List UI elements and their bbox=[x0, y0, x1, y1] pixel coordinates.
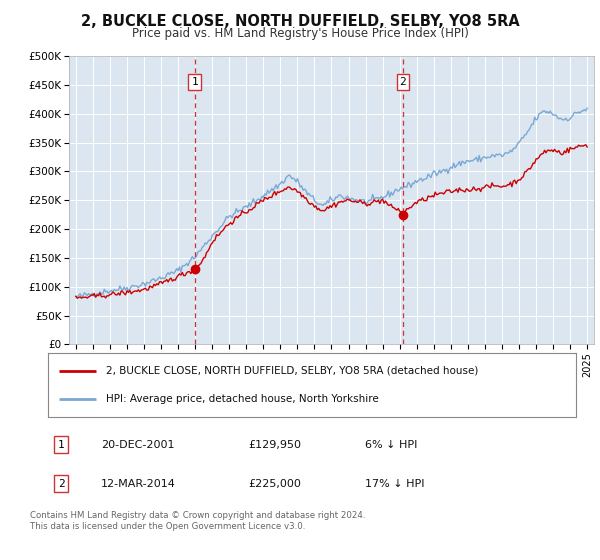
Text: 1: 1 bbox=[191, 77, 198, 87]
Text: £225,000: £225,000 bbox=[248, 479, 302, 488]
Text: Price paid vs. HM Land Registry's House Price Index (HPI): Price paid vs. HM Land Registry's House … bbox=[131, 27, 469, 40]
Text: This data is licensed under the Open Government Licence v3.0.: This data is licensed under the Open Gov… bbox=[30, 522, 305, 531]
Text: 12-MAR-2014: 12-MAR-2014 bbox=[101, 479, 176, 488]
Text: 17% ↓ HPI: 17% ↓ HPI bbox=[365, 479, 424, 488]
Text: HPI: Average price, detached house, North Yorkshire: HPI: Average price, detached house, Nort… bbox=[106, 394, 379, 404]
Text: 6% ↓ HPI: 6% ↓ HPI bbox=[365, 440, 417, 450]
Text: 2, BUCKLE CLOSE, NORTH DUFFIELD, SELBY, YO8 5RA: 2, BUCKLE CLOSE, NORTH DUFFIELD, SELBY, … bbox=[80, 14, 520, 29]
Text: 2, BUCKLE CLOSE, NORTH DUFFIELD, SELBY, YO8 5RA (detached house): 2, BUCKLE CLOSE, NORTH DUFFIELD, SELBY, … bbox=[106, 366, 478, 376]
Text: 2: 2 bbox=[58, 479, 65, 488]
Text: £129,950: £129,950 bbox=[248, 440, 302, 450]
Text: Contains HM Land Registry data © Crown copyright and database right 2024.: Contains HM Land Registry data © Crown c… bbox=[30, 511, 365, 520]
Text: 1: 1 bbox=[58, 440, 65, 450]
Text: 20-DEC-2001: 20-DEC-2001 bbox=[101, 440, 175, 450]
Text: 2: 2 bbox=[400, 77, 406, 87]
